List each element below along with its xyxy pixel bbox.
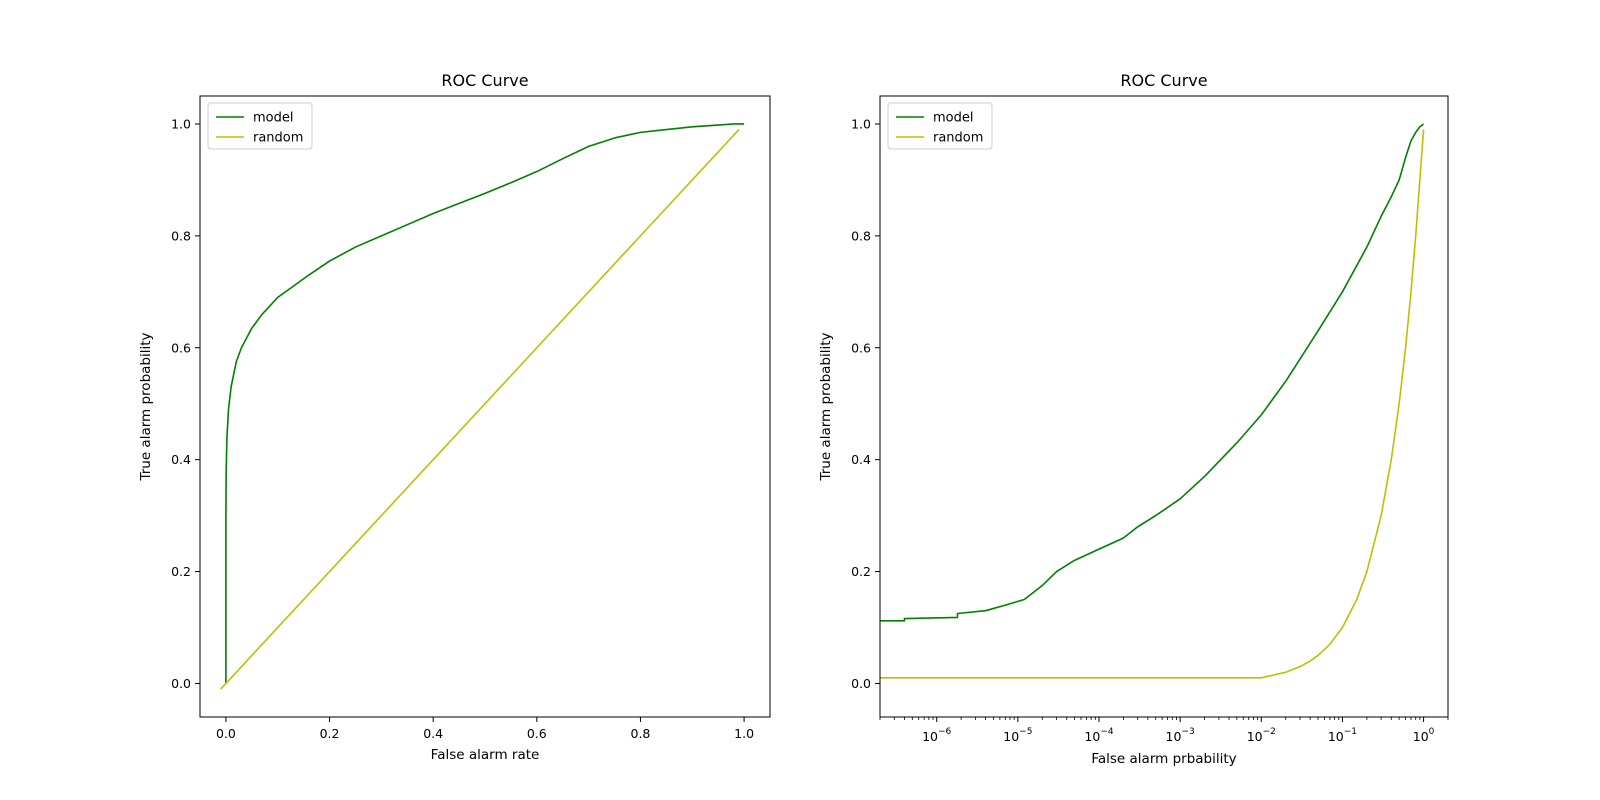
x-tick-label: 0.6 [527,726,547,741]
legend-label-model: model [933,111,973,126]
chart-panel-1: 0.0 0.2 0.4 0.6 0.8 1.0 0.0 0.2 0.4 0.6 0.8 1.0 ROC … [138,71,771,763]
x-tick-label: 10−5 [1003,727,1032,744]
x-tick-label-exponent: 0 [1429,727,1435,737]
y-tick-label: 0.2 [851,564,871,579]
y-tick-label: 0.2 [171,564,191,579]
x-tick-label-base: 10 [1084,729,1100,744]
x-tick-label: 0.2 [320,726,340,741]
y-tick-label: 0.8 [171,228,191,243]
x-tick-label-exponent: −2 [1263,727,1276,737]
x-tick-label: 0.8 [631,726,651,741]
x-tick-label-exponent: −6 [938,727,952,737]
x-tick-label-base: 10 [1166,729,1182,744]
x-tick-label-exponent: −3 [1181,727,1194,737]
y-tick-label: 0.6 [851,340,871,355]
series-line-random [220,129,740,690]
x-tick-label-exponent: −1 [1344,727,1357,737]
x-tick-label-base: 10 [922,729,938,744]
y-tick-label: 0.8 [851,228,871,243]
x-tick-label: 0.0 [216,726,236,741]
y-tick-label: 0.0 [171,676,191,691]
x-tick-label-exponent: −4 [1100,727,1114,737]
y-tick-label: 0.4 [171,452,191,467]
x-tick-label-base: 10 [1003,729,1019,744]
x-tick-label-base: 10 [1247,729,1263,744]
x-tick-label-base: 10 [1413,729,1429,744]
legend-label-random: random [933,131,983,146]
chart-title: ROC Curve [441,71,528,90]
chart-title: ROC Curve [1120,71,1207,90]
x-tick-label: 10−6 [922,727,951,744]
series-line-model [225,123,745,684]
y-tick-label: 0.4 [851,452,871,467]
x-tick-label: 10−2 [1247,727,1276,744]
legend: model random [887,102,993,150]
x-tick-label: 100 [1413,727,1435,744]
x-tick-label: 10−4 [1084,727,1113,744]
x-tick-label-exponent: −5 [1019,727,1032,737]
legend-label-random: random [253,131,303,146]
x-tick-label: 10−3 [1166,727,1195,744]
series-line-model [880,123,1425,622]
axes-frame [879,95,1449,718]
y-axis-label: True alarm probability [138,332,154,481]
y-tick-label: 0.0 [851,676,871,691]
y-tick-label: 1.0 [171,116,191,131]
x-tick-label: 0.4 [423,726,443,741]
axes-frame [199,95,771,718]
x-tick-label: 10−1 [1328,727,1357,744]
y-axis-label: True alarm probability [818,332,834,481]
x-axis-label: False alarm rate [431,747,540,763]
x-tick-label: 1.0 [734,726,754,741]
chart-panel-2: 10−6 10−5 10−4 10−3 10−2 10−1 1000.00.20.40.60… [818,71,1449,767]
x-axis-label: False alarm prbability [1091,751,1236,767]
x-tick-label-base: 10 [1328,729,1344,744]
legend: model random [207,102,313,150]
series-line-random [880,129,1425,679]
legend-label-model: model [253,111,293,126]
y-tick-label: 1.0 [851,116,871,131]
y-tick-label: 0.6 [171,340,191,355]
